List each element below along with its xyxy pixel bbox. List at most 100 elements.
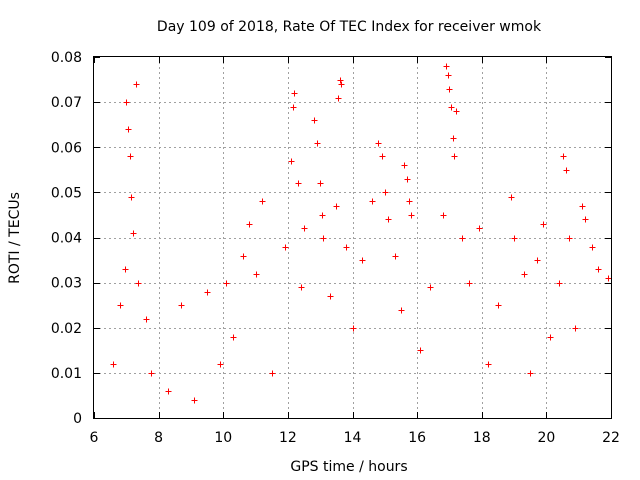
axis-ticks bbox=[94, 57, 612, 419]
data-point bbox=[560, 153, 567, 160]
data-point bbox=[508, 194, 515, 201]
data-point bbox=[485, 361, 492, 368]
data-point bbox=[290, 104, 297, 111]
data-point bbox=[128, 194, 135, 201]
data-point bbox=[392, 253, 399, 260]
x-tick-label: 8 bbox=[154, 430, 163, 446]
x-tick-label: 20 bbox=[537, 430, 555, 446]
data-point bbox=[350, 325, 357, 332]
data-point bbox=[327, 293, 334, 300]
data-point bbox=[453, 108, 460, 115]
data-point bbox=[417, 347, 424, 354]
data-point bbox=[343, 244, 350, 251]
data-point bbox=[143, 316, 150, 323]
data-point bbox=[240, 253, 247, 260]
data-point bbox=[110, 361, 117, 368]
y-tick-label: 0.01 bbox=[51, 366, 82, 382]
plot-frame bbox=[93, 56, 612, 419]
data-point bbox=[527, 370, 534, 377]
data-point bbox=[466, 280, 473, 287]
data-point bbox=[301, 225, 308, 232]
data-point bbox=[282, 244, 289, 251]
data-point bbox=[582, 216, 589, 223]
data-point bbox=[338, 81, 345, 88]
data-point bbox=[440, 212, 447, 219]
data-point bbox=[320, 235, 327, 242]
tick-labels: 6 8 10 12 14 16 18 20 22 0 0.01 0.02 0.03 0.04 0.05 0.0… bbox=[51, 50, 620, 446]
data-point bbox=[595, 266, 602, 273]
data-point bbox=[379, 153, 386, 160]
data-point bbox=[579, 203, 586, 210]
y-tick-label: 0.04 bbox=[51, 231, 82, 247]
data-point bbox=[556, 280, 563, 287]
data-point bbox=[375, 140, 382, 147]
data-point bbox=[317, 180, 324, 187]
data-point bbox=[269, 370, 276, 377]
x-axis-label: GPS time / hours bbox=[290, 459, 407, 475]
data-point bbox=[401, 162, 408, 169]
gridlines bbox=[94, 57, 611, 418]
data-point bbox=[385, 216, 392, 223]
data-point bbox=[337, 77, 344, 84]
x-tick-label: 16 bbox=[408, 430, 426, 446]
data-point bbox=[148, 370, 155, 377]
data-point bbox=[230, 334, 237, 341]
x-tick-label: 14 bbox=[344, 430, 362, 446]
y-tick-label: 0 bbox=[73, 411, 82, 427]
data-point bbox=[495, 302, 502, 309]
data-point bbox=[217, 361, 224, 368]
data-point bbox=[130, 230, 137, 237]
data-point bbox=[451, 153, 458, 160]
data-point bbox=[314, 140, 321, 147]
data-point bbox=[298, 284, 305, 291]
data-point bbox=[406, 198, 413, 205]
data-point bbox=[446, 86, 453, 93]
data-point bbox=[253, 271, 260, 278]
data-point bbox=[291, 90, 298, 97]
data-point bbox=[566, 235, 573, 242]
data-point bbox=[359, 257, 366, 264]
data-point bbox=[521, 271, 528, 278]
data-point bbox=[563, 167, 570, 174]
data-point bbox=[408, 212, 415, 219]
data-point bbox=[382, 189, 389, 196]
data-point bbox=[369, 198, 376, 205]
data-point bbox=[547, 334, 554, 341]
data-point bbox=[165, 388, 172, 395]
data-point bbox=[178, 302, 185, 309]
x-tick-label: 10 bbox=[214, 430, 232, 446]
data-point bbox=[333, 203, 340, 210]
data-point bbox=[445, 72, 452, 79]
y-tick-label: 0.03 bbox=[51, 276, 82, 292]
x-tick-label: 6 bbox=[90, 430, 99, 446]
data-point bbox=[295, 180, 302, 187]
y-tick-label: 0.06 bbox=[51, 140, 82, 156]
data-point bbox=[427, 284, 434, 291]
data-point bbox=[123, 99, 130, 106]
data-point bbox=[259, 198, 266, 205]
data-point bbox=[450, 135, 457, 142]
data-point bbox=[288, 158, 295, 165]
data-point bbox=[459, 235, 466, 242]
data-point bbox=[246, 221, 253, 228]
x-tick-label: 18 bbox=[473, 430, 491, 446]
y-tick-label: 0.02 bbox=[51, 321, 82, 337]
data-point bbox=[191, 397, 198, 404]
data-point bbox=[443, 63, 450, 70]
y-tick-label: 0.08 bbox=[51, 50, 82, 66]
data-point bbox=[572, 325, 579, 332]
data-point bbox=[204, 289, 211, 296]
data-point bbox=[117, 302, 124, 309]
data-point bbox=[589, 244, 596, 251]
y-tick-label: 0.07 bbox=[51, 95, 82, 111]
data-point bbox=[122, 266, 129, 273]
x-tick-label: 12 bbox=[279, 430, 297, 446]
data-points bbox=[110, 63, 612, 404]
data-point bbox=[398, 307, 405, 314]
chart-title: Day 109 of 2018, Rate Of TEC Index for r… bbox=[157, 19, 542, 35]
data-point bbox=[127, 153, 134, 160]
data-point bbox=[335, 95, 342, 102]
data-point bbox=[223, 280, 230, 287]
x-tick-label: 22 bbox=[602, 430, 620, 446]
